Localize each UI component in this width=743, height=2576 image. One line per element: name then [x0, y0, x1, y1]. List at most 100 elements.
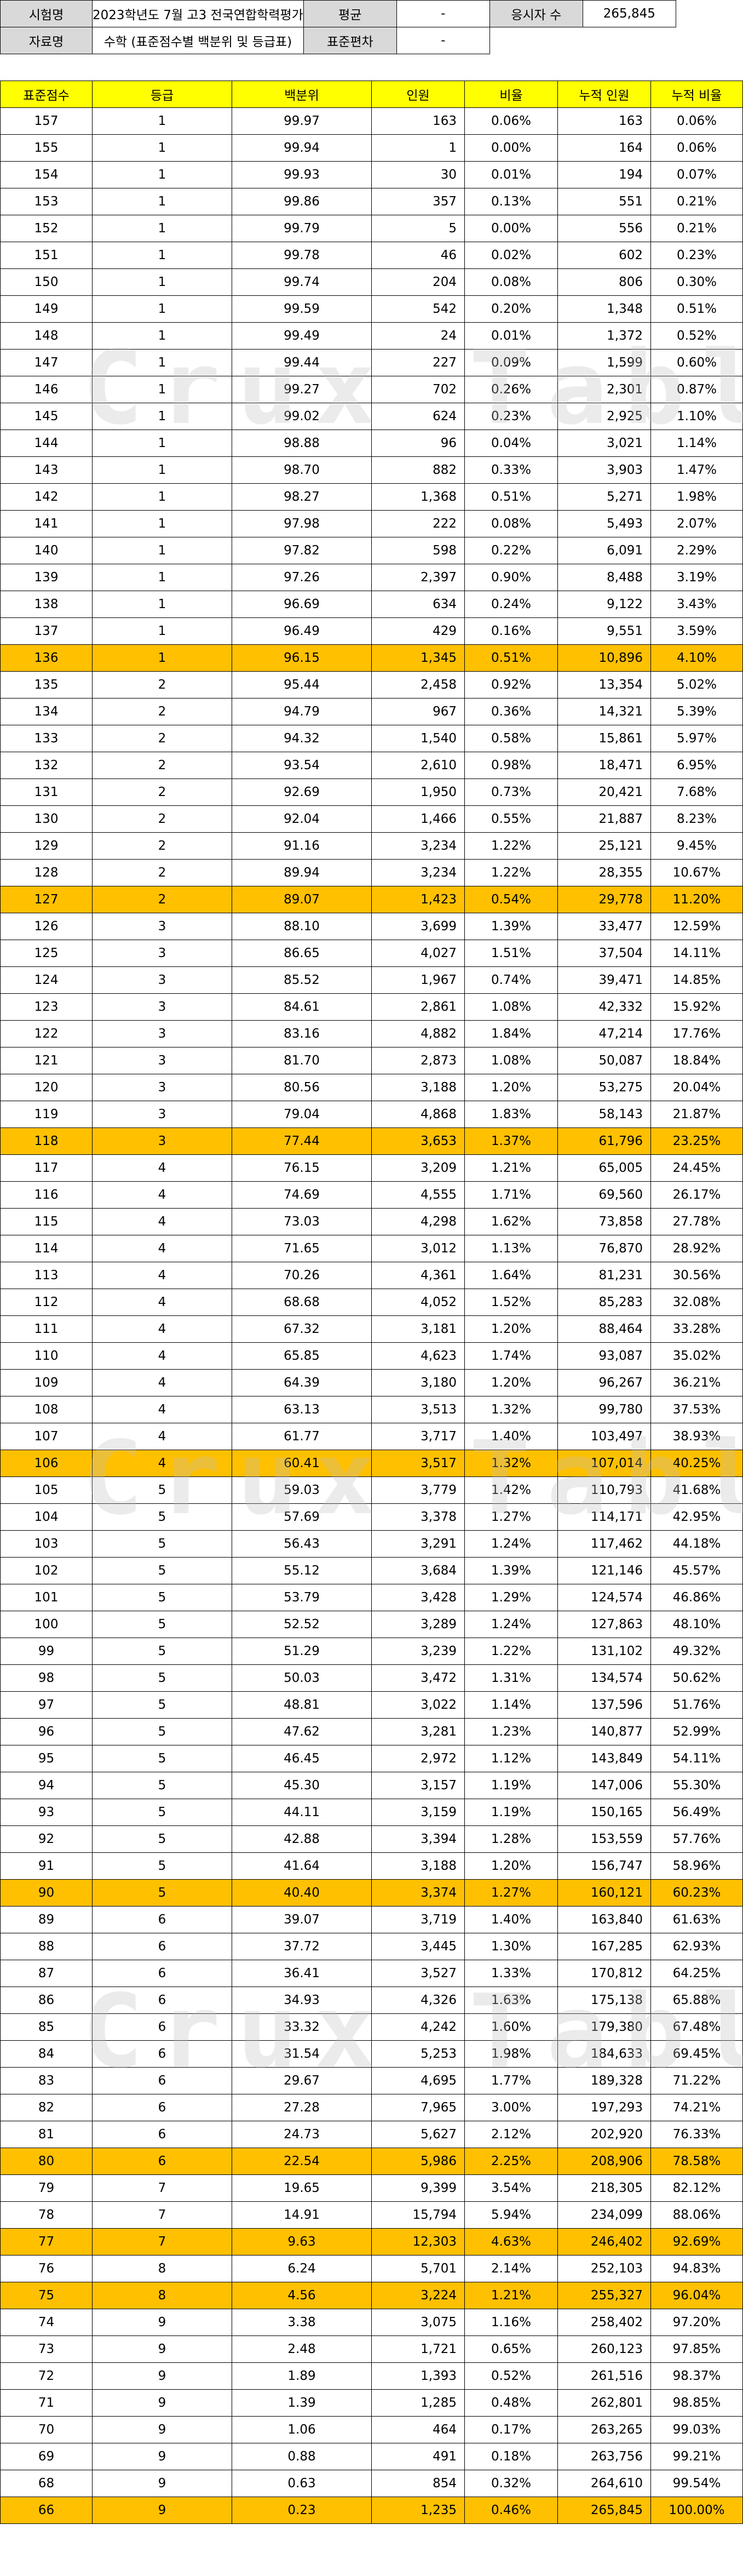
table-row: 91 5 41.64 3,188 1.20% 156,747 58.96% [0, 1852, 743, 1880]
table-row: 89 6 39.07 3,719 1.40% 163,840 61.63% [0, 1906, 743, 1933]
cell-percentile: 59.03 [232, 1476, 372, 1504]
cell-ratio: 1.24% [464, 1611, 558, 1638]
cell-grade: 5 [92, 1638, 232, 1665]
cell-standard-score: 96 [0, 1718, 93, 1745]
col-header-cumulative-count: 누적 인원 [557, 81, 651, 108]
cell-count: 542 [371, 295, 465, 323]
table-row: 133 2 94.32 1,540 0.58% 15,861 5.97% [0, 725, 743, 752]
cell-cumulative-count: 246,402 [557, 2228, 651, 2256]
cell-percentile: 83.16 [232, 1020, 372, 1047]
cell-ratio: 2.14% [464, 2255, 558, 2282]
cell-percentile: 64.39 [232, 1369, 372, 1396]
cell-ratio: 0.52% [464, 2362, 558, 2390]
cell-standard-score: 113 [0, 1262, 93, 1289]
cell-count: 1 [371, 134, 465, 162]
cell-grade: 9 [92, 2416, 232, 2443]
cell-cumulative-ratio: 48.10% [650, 1611, 743, 1638]
cell-ratio: 1.37% [464, 1127, 558, 1155]
cell-count: 3,234 [371, 832, 465, 860]
cell-percentile: 93.54 [232, 752, 372, 779]
cell-standard-score: 98 [0, 1664, 93, 1692]
cell-ratio: 0.54% [464, 886, 558, 913]
cell-count: 2,610 [371, 752, 465, 779]
cell-cumulative-ratio: 82.12% [650, 2174, 743, 2202]
cell-standard-score: 103 [0, 1530, 93, 1558]
cell-grade: 2 [92, 778, 232, 806]
table-row: 142 1 98.27 1,368 0.51% 5,271 1.98% [0, 483, 743, 511]
cell-count: 3,684 [371, 1557, 465, 1584]
cell-cumulative-count: 13,354 [557, 671, 651, 699]
cell-percentile: 27.28 [232, 2094, 372, 2121]
cell-grade: 2 [92, 752, 232, 779]
cell-grade: 4 [92, 1154, 232, 1182]
cell-count: 464 [371, 2416, 465, 2443]
table-row: 126 3 88.10 3,699 1.39% 33,477 12.59% [0, 913, 743, 940]
cell-cumulative-count: 184,633 [557, 2040, 651, 2068]
cell-cumulative-ratio: 0.51% [650, 295, 743, 323]
cell-standard-score: 131 [0, 778, 93, 806]
cell-grade: 1 [92, 430, 232, 457]
cell-count: 5,986 [371, 2148, 465, 2175]
table-row: 125 3 86.65 4,027 1.51% 37,504 14.11% [0, 940, 743, 967]
cell-grade: 5 [92, 1825, 232, 1853]
cell-percentile: 39.07 [232, 1906, 372, 1933]
cell-percentile: 1.39 [232, 2389, 372, 2417]
cell-grade: 2 [92, 725, 232, 752]
cell-standard-score: 119 [0, 1101, 93, 1128]
cell-standard-score: 70 [0, 2416, 93, 2443]
cell-ratio: 0.04% [464, 430, 558, 457]
cell-count: 1,285 [371, 2389, 465, 2417]
cell-count: 3,188 [371, 1074, 465, 1101]
cell-percentile: 96.15 [232, 644, 372, 672]
cell-count: 3,394 [371, 1825, 465, 1853]
table-row: 108 4 63.13 3,513 1.32% 99,780 37.53% [0, 1396, 743, 1423]
cell-standard-score: 157 [0, 107, 93, 135]
cell-cumulative-count: 131,102 [557, 1638, 651, 1665]
cell-percentile: 9.63 [232, 2228, 372, 2256]
table-row: 122 3 83.16 4,882 1.84% 47,214 17.76% [0, 1020, 743, 1047]
cell-ratio: 1.28% [464, 1825, 558, 1853]
cell-grade: 5 [92, 1476, 232, 1504]
table-row: 124 3 85.52 1,967 0.74% 39,471 14.85% [0, 966, 743, 994]
cell-cumulative-count: 1,599 [557, 349, 651, 376]
cell-standard-score: 124 [0, 966, 93, 994]
cell-cumulative-count: 5,271 [557, 483, 651, 511]
cell-grade: 1 [92, 134, 232, 162]
cell-cumulative-count: 110,793 [557, 1476, 651, 1504]
cell-ratio: 1.20% [464, 1852, 558, 1880]
cell-ratio: 0.09% [464, 349, 558, 376]
cell-percentile: 42.88 [232, 1825, 372, 1853]
cell-cumulative-ratio: 96.04% [650, 2282, 743, 2309]
cell-standard-score: 118 [0, 1127, 93, 1155]
cell-cumulative-ratio: 38.93% [650, 1423, 743, 1450]
cell-percentile: 50.03 [232, 1664, 372, 1692]
cell-standard-score: 125 [0, 940, 93, 967]
exam-info-row-2: 자료명 수학 (표준점수별 백분위 및 등급표) 표준편차 - [0, 27, 676, 54]
cell-percentile: 6.24 [232, 2255, 372, 2282]
cell-grade: 1 [92, 617, 232, 645]
cell-count: 3,779 [371, 1476, 465, 1504]
cell-cumulative-count: 65,005 [557, 1154, 651, 1182]
cell-grade: 5 [92, 1584, 232, 1611]
cell-grade: 6 [92, 2121, 232, 2148]
table-row: 112 4 68.68 4,052 1.52% 85,283 32.08% [0, 1289, 743, 1316]
cell-grade: 2 [92, 671, 232, 699]
cell-cumulative-count: 61,796 [557, 1127, 651, 1155]
cell-grade: 3 [92, 940, 232, 967]
cell-ratio: 1.98% [464, 2040, 558, 2068]
cell-grade: 4 [92, 1262, 232, 1289]
cell-cumulative-count: 153,559 [557, 1825, 651, 1853]
cell-grade: 1 [92, 376, 232, 403]
cell-cumulative-count: 99,780 [557, 1396, 651, 1423]
cell-ratio: 0.00% [464, 134, 558, 162]
cell-cumulative-count: 103,497 [557, 1423, 651, 1450]
cell-standard-score: 106 [0, 1450, 93, 1477]
cell-ratio: 1.84% [464, 1020, 558, 1047]
cell-cumulative-ratio: 1.14% [650, 430, 743, 457]
cell-cumulative-count: 50,087 [557, 1047, 651, 1074]
cell-cumulative-ratio: 3.43% [650, 591, 743, 618]
table-row: 96 5 47.62 3,281 1.23% 140,877 52.99% [0, 1718, 743, 1745]
col-header-cumulative-ratio: 누적 비율 [650, 81, 743, 108]
table-row: 84 6 31.54 5,253 1.98% 184,633 69.45% [0, 2040, 743, 2068]
cell-grade: 5 [92, 1879, 232, 1907]
